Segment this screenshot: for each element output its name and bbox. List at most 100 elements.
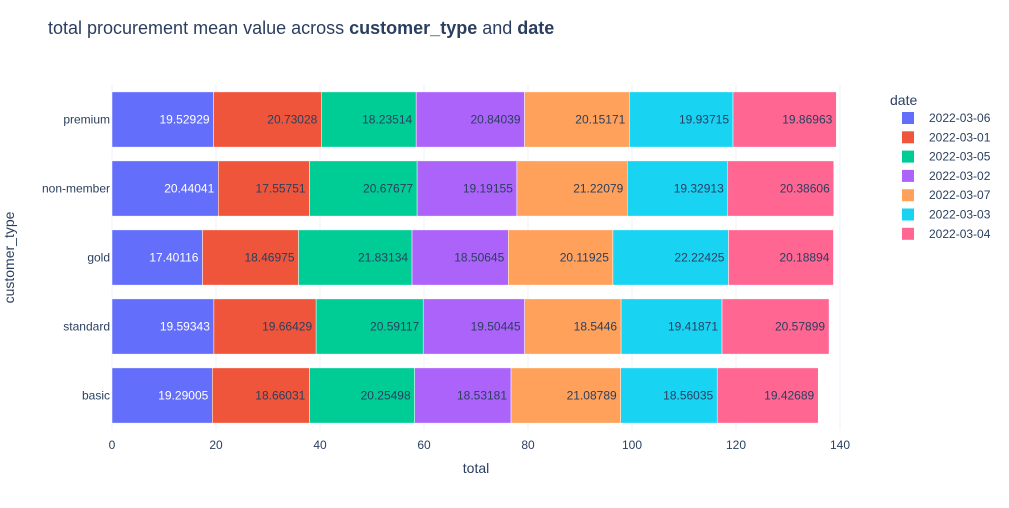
legend-item-label[interactable]: 2022-03-05 — [929, 150, 991, 164]
bar-data-label: 19.52929 — [159, 113, 209, 127]
bar-data-label: 18.66031 — [255, 389, 305, 403]
bar-data-label: 19.86963 — [782, 113, 832, 127]
bar-segment[interactable] — [315, 298, 424, 355]
bar-segment[interactable] — [516, 160, 628, 217]
bar-data-label: 18.5446 — [574, 320, 618, 334]
bar-segment[interactable] — [721, 298, 830, 355]
bar-segment[interactable] — [309, 160, 418, 217]
legend-swatch[interactable] — [902, 208, 914, 221]
y-tick-label: basic — [82, 389, 110, 403]
bar-data-label: 20.67677 — [363, 182, 413, 196]
legend-item-label[interactable]: 2022-03-07 — [929, 188, 991, 202]
bar-data-label: 18.53181 — [457, 389, 507, 403]
bar-segment[interactable] — [508, 229, 614, 286]
bar-data-label: 21.83134 — [358, 251, 408, 265]
y-tick-label: gold — [87, 251, 110, 265]
x-tick-label: 80 — [521, 438, 535, 452]
bar-data-label: 20.57899 — [775, 320, 825, 334]
bar-segment[interactable] — [111, 91, 214, 148]
bar-segment[interactable] — [212, 367, 310, 424]
bar-data-label: 19.41871 — [668, 320, 718, 334]
legend-item-label[interactable]: 2022-03-02 — [929, 169, 991, 183]
bar-data-label: 22.22425 — [674, 251, 724, 265]
bar-data-label: 20.84039 — [470, 113, 520, 127]
legend-item-label[interactable]: 2022-03-06 — [929, 111, 991, 125]
chart-title-bold-2: date — [517, 18, 555, 38]
legend-swatch[interactable] — [902, 189, 914, 202]
bar-data-label: 21.08789 — [567, 389, 617, 403]
bar-data-label: 20.44041 — [164, 182, 214, 196]
legend-item-label[interactable]: 2022-03-01 — [929, 130, 991, 144]
bar-data-label: 20.15171 — [575, 113, 625, 127]
x-tick-label: 100 — [622, 438, 642, 452]
bar-data-label: 20.25498 — [361, 389, 411, 403]
bar-data-label: 19.42689 — [764, 389, 814, 403]
bar-data-label: 18.50645 — [454, 251, 504, 265]
bar-segment[interactable] — [213, 91, 322, 148]
bar-segment[interactable] — [218, 160, 310, 217]
bar-data-label: 20.59117 — [370, 320, 419, 334]
bar-data-label: 18.23514 — [362, 113, 412, 127]
legend-swatch[interactable] — [902, 131, 914, 144]
chart-title-middle: and — [477, 18, 518, 38]
legend-item-label[interactable]: 2022-03-03 — [929, 208, 991, 222]
x-tick-label: 0 — [109, 438, 116, 452]
bar-segment[interactable] — [416, 160, 518, 217]
x-tick-label: 20 — [209, 438, 223, 452]
bar-segment[interactable] — [414, 367, 512, 424]
y-tick-label: non-member — [42, 182, 110, 196]
bar-segment[interactable] — [716, 367, 819, 424]
x-axis-title: total — [463, 460, 489, 476]
bar-segment[interactable] — [415, 91, 525, 148]
legend-swatch[interactable] — [902, 112, 914, 124]
bar-data-label: 19.93715 — [679, 113, 729, 127]
bar-segment[interactable] — [620, 367, 718, 424]
bar-data-label: 19.66429 — [262, 320, 312, 334]
legend-swatch[interactable] — [902, 150, 914, 163]
bar-data-label: 17.40116 — [149, 251, 198, 265]
x-tick-label: 120 — [726, 438, 746, 452]
bar-segment[interactable] — [422, 298, 525, 355]
bars-layer: 19.52929 20.73028 18.23514 20.84039 20.15171… — [111, 91, 837, 424]
bar-segment[interactable] — [111, 160, 219, 217]
bar-data-label: 18.46975 — [244, 251, 294, 265]
bar-data-label: 20.18894 — [779, 251, 829, 265]
bar-segment[interactable] — [111, 229, 203, 286]
bar-segment[interactable] — [732, 91, 837, 148]
bar-segment[interactable] — [321, 91, 417, 148]
bar-data-label: 20.73028 — [267, 113, 317, 127]
bar-segment[interactable] — [620, 298, 723, 355]
axis-layer: 0 20 40 60 80 100 120 140 premium non-member gold s… — [42, 113, 850, 453]
x-tick-label: 140 — [830, 438, 850, 452]
bar-segment[interactable] — [309, 367, 415, 424]
legend-swatch[interactable] — [902, 227, 914, 240]
bar-segment[interactable] — [111, 367, 213, 424]
legend: 2022-03-06 2022-03-01 2022-03-05 2022-03-02… — [902, 111, 991, 241]
bar-segment[interactable] — [728, 229, 834, 286]
legend-swatch[interactable] — [902, 169, 914, 182]
chart-title: total procurement mean value across cust… — [48, 18, 554, 39]
legend-item-label[interactable]: 2022-03-04 — [929, 227, 991, 241]
bar-segment[interactable] — [411, 229, 509, 286]
bar-data-label: 20.11925 — [560, 251, 609, 265]
bar-segment[interactable] — [213, 298, 317, 355]
x-tick-label: 40 — [313, 438, 327, 452]
bar-segment[interactable] — [524, 91, 630, 148]
bar-data-label: 19.50445 — [471, 320, 521, 334]
chart-title-prefix: total procurement mean value across — [48, 18, 350, 38]
bar-data-label: 19.29005 — [158, 389, 208, 403]
bar-data-label: 19.32913 — [674, 182, 724, 196]
bar-data-label: 20.38606 — [780, 182, 830, 196]
bar-segment[interactable] — [727, 160, 835, 217]
bar-segment[interactable] — [510, 367, 621, 424]
bar-data-label: 21.22079 — [573, 182, 623, 196]
y-tick-label: premium — [63, 113, 110, 127]
bar-data-label: 17.55751 — [256, 182, 306, 196]
bar-segment[interactable] — [202, 229, 299, 286]
y-axis-title: customer_type — [1, 211, 17, 303]
chart-title-bold-1: customer_type — [349, 18, 478, 38]
bar-segment[interactable] — [524, 298, 622, 355]
bar-segment[interactable] — [111, 298, 215, 355]
bar-segment[interactable] — [629, 91, 734, 148]
